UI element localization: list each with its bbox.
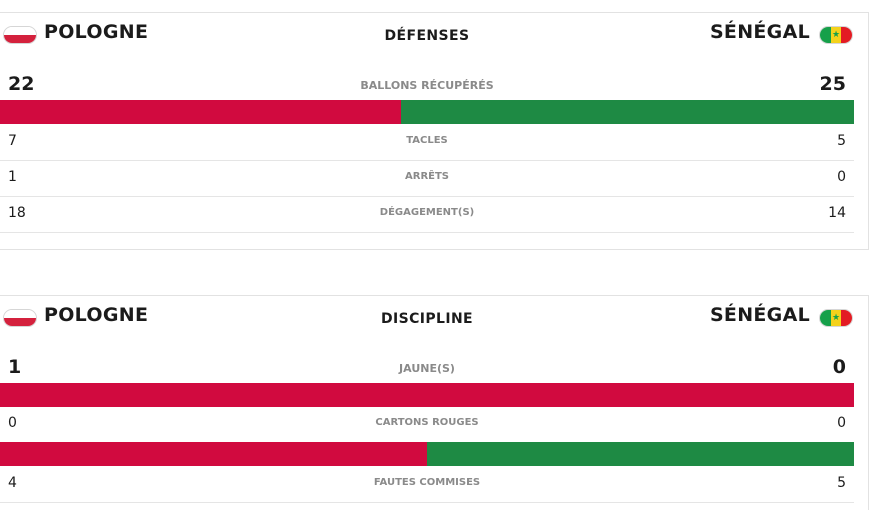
stat-label: ARRÊTS bbox=[405, 171, 449, 182]
stat-label: CARTONS ROUGES bbox=[375, 417, 479, 428]
discipline-panel: POLOGNE DISCIPLINE SÉNÉGAL ★ 1 JAUNE(S) … bbox=[0, 295, 869, 510]
home-share-fill bbox=[0, 100, 402, 124]
home-stat-value: 1 bbox=[8, 356, 22, 378]
section-title: DÉFENSES bbox=[384, 28, 470, 44]
home-stat-value: 0 bbox=[8, 415, 17, 431]
home-stat-value: 4 bbox=[8, 475, 17, 491]
away-stat-value: 5 bbox=[837, 133, 846, 149]
away-stat-value: 14 bbox=[828, 205, 846, 221]
stat-label: JAUNE(S) bbox=[399, 362, 455, 375]
panel-header: POLOGNE DISCIPLINE SÉNÉGAL ★ bbox=[0, 296, 854, 336]
away-stat-value: 5 bbox=[837, 475, 846, 491]
comparison-bar bbox=[0, 442, 854, 466]
home-share-fill bbox=[0, 383, 854, 407]
stat-label: DÉGAGEMENT(S) bbox=[379, 207, 475, 218]
away-stat-value: 25 bbox=[819, 73, 846, 95]
stat-label: FAUTES COMMISES bbox=[373, 477, 481, 488]
senegal-flag-icon: ★ bbox=[819, 309, 853, 327]
stat-row: 1 ARRÊTS 0 bbox=[0, 160, 854, 197]
poland-flag-icon bbox=[3, 309, 37, 327]
stat-label: BALLONS RÉCUPÉRÉS bbox=[360, 79, 494, 92]
away-stat-value: 0 bbox=[837, 169, 846, 185]
poland-flag-icon bbox=[3, 26, 37, 44]
away-stat-value: 0 bbox=[837, 415, 846, 431]
home-share-fill bbox=[0, 442, 427, 466]
home-stat-value: 22 bbox=[8, 73, 35, 95]
home-team-name: POLOGNE bbox=[44, 21, 149, 43]
stat-label: TACLES bbox=[406, 135, 448, 146]
stat-row: 7 TACLES 5 bbox=[0, 124, 854, 161]
away-team-name: SÉNÉGAL bbox=[709, 21, 810, 43]
home-stat-value: 1 bbox=[8, 169, 17, 185]
home-stat-value: 7 bbox=[8, 133, 17, 149]
comparison-bar bbox=[0, 100, 854, 124]
away-team-name: SÉNÉGAL bbox=[709, 304, 810, 326]
senegal-flag-icon: ★ bbox=[819, 26, 853, 44]
defenses-panel: POLOGNE DÉFENSES SÉNÉGAL ★ 22 BALLONS RÉ… bbox=[0, 12, 869, 250]
away-stat-value: 0 bbox=[832, 356, 846, 378]
panel-header: POLOGNE DÉFENSES SÉNÉGAL ★ bbox=[0, 13, 854, 53]
section-title: DISCIPLINE bbox=[380, 311, 474, 327]
stat-row: 18 DÉGAGEMENT(S) 14 bbox=[0, 196, 854, 233]
comparison-bar bbox=[0, 383, 854, 407]
stat-row: 4 FAUTES COMMISES 5 bbox=[0, 466, 854, 503]
home-team-name: POLOGNE bbox=[44, 304, 149, 326]
home-stat-value: 18 bbox=[8, 205, 26, 221]
